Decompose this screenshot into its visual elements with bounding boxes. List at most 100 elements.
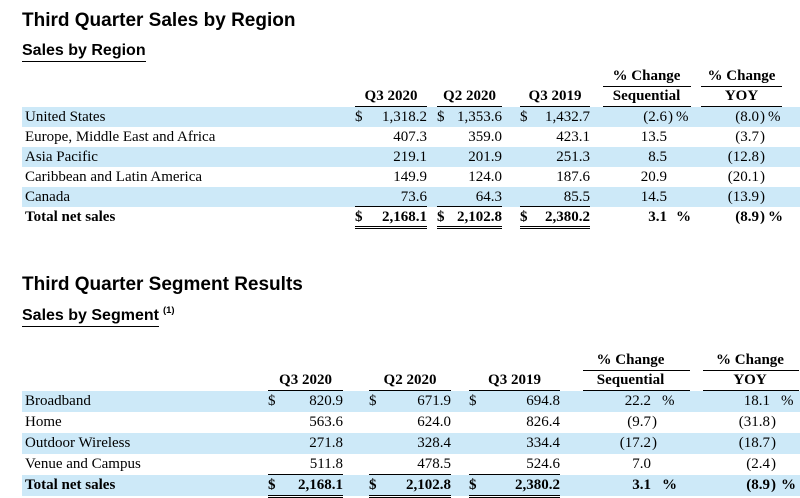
percent-sign	[676, 167, 690, 187]
money-value: 124.0	[468, 169, 502, 186]
closing-paren	[651, 475, 662, 496]
dollar-sign: $	[355, 109, 363, 126]
pct-cell-sequential: 8.5	[603, 147, 691, 167]
percent-sign: %	[768, 109, 781, 126]
dollar-sign: $	[268, 392, 276, 409]
closing-paren	[667, 147, 676, 167]
header-col-yoy: YOY	[701, 87, 782, 108]
money-cell-q3-2020: 511.8	[268, 454, 343, 475]
pct-cell-yoy: (31.8)	[703, 412, 799, 433]
money-value: 563.6	[309, 413, 343, 430]
header-col-sequential: Sequential	[603, 87, 691, 108]
closing-paren: )	[760, 149, 765, 166]
row-label: Asia Pacific	[25, 149, 98, 166]
money-cell-q2-2020: 64.3	[437, 187, 502, 208]
pct-value: (13.9	[727, 189, 759, 206]
money-cell-q3-2020: 407.3	[355, 127, 427, 147]
closing-paren: )	[771, 413, 776, 430]
pct-cell-yoy: (20.1)	[701, 167, 782, 187]
header-spacer	[22, 87, 355, 107]
money-value: 524.6	[526, 455, 560, 472]
pct-cell-yoy: 18.1%	[703, 391, 799, 412]
table-row: Caribbean and Latin America 149.9 124.0 …	[22, 167, 800, 187]
pct-value: 3.1	[648, 209, 667, 226]
pct-value: 14.5	[640, 189, 667, 206]
closing-paren: )	[652, 434, 657, 451]
header-col-q3-2019: Q3 2019	[520, 87, 590, 108]
section-subtitle-row: Sales by Segment (1)	[22, 302, 800, 327]
pct-value: (12.8	[727, 149, 759, 166]
money-value: 1,318.2	[382, 109, 427, 126]
header-spacer	[520, 67, 590, 87]
percent-sign	[662, 454, 678, 475]
money-cell-q3-2019: $694.8	[469, 391, 560, 412]
pct-value: 22.2	[624, 392, 651, 409]
header-pct-change-sequential: % Change	[583, 351, 690, 371]
money-cell-q3-2020: 219.1	[355, 147, 427, 167]
pct-value: (2.6	[643, 109, 667, 126]
row-label: Total net sales	[25, 476, 116, 493]
pct-cell-yoy: (8.9)%	[703, 475, 799, 496]
dollar-sign: $	[520, 109, 528, 126]
table-row: Asia Pacific 219.1 201.9 251.3 8.5 (12.8…	[22, 147, 800, 168]
pct-value: (8.9	[735, 209, 759, 226]
money-value: 624.0	[417, 413, 451, 430]
money-cell-q2-2020: 359.0	[437, 127, 502, 147]
header-col-q3-2019: Q3 2019	[469, 371, 560, 391]
money-cell-q3-2019: 334.4	[469, 433, 560, 454]
pct-value: 18.1	[743, 392, 770, 409]
closing-paren: )	[652, 413, 657, 430]
closing-paren	[667, 207, 676, 227]
header-spacer	[22, 351, 268, 371]
pct-value: 7.0	[632, 455, 651, 472]
money-cell-q2-2020: $2,102.8	[437, 207, 502, 230]
table-row: Broadband $820.9 $671.9 $694.8 22.2% 18.…	[22, 390, 800, 412]
section-subtitle: Sales by Region	[22, 42, 146, 63]
closing-paren: )	[771, 455, 776, 472]
dollar-sign: $	[469, 476, 477, 493]
money-value: 2,102.8	[406, 476, 451, 493]
money-value: 1,432.7	[545, 109, 590, 126]
pct-cell-yoy: (8.9)%	[701, 207, 783, 227]
percent-sign: %	[662, 392, 675, 409]
money-cell-q2-2020: $2,102.8	[369, 475, 451, 498]
money-value: 478.5	[417, 455, 451, 472]
pct-cell-yoy: (8.0)%	[701, 107, 782, 127]
money-cell-q3-2019: 85.5	[520, 187, 590, 208]
pct-value: 20.9	[640, 169, 667, 186]
money-value: 826.4	[526, 413, 560, 430]
table-row: Canada 73.6 64.3 85.5 14.5 (13.9)	[22, 187, 800, 208]
money-cell-q3-2019: 187.6	[520, 167, 590, 187]
money-cell-q2-2020: 328.4	[369, 433, 451, 454]
money-value: 73.6	[400, 189, 427, 206]
percent-sign	[781, 433, 797, 454]
dollar-sign: $	[520, 209, 528, 226]
pct-cell-sequential: (2.6)%	[603, 107, 691, 127]
closing-paren	[651, 454, 662, 475]
table-header-row-periods: Q3 2020 Q2 2020 Q3 2019 Sequential YOY	[22, 87, 800, 108]
row-label: Outdoor Wireless	[25, 434, 131, 451]
money-value: 334.4	[526, 434, 560, 451]
money-cell-q2-2020: 124.0	[437, 167, 502, 187]
money-value: 251.3	[556, 149, 590, 166]
header-col-yoy: YOY	[703, 371, 799, 391]
money-value: 328.4	[417, 434, 451, 451]
footnote-reference: (1)	[162, 305, 175, 317]
dollar-sign: $	[355, 209, 363, 226]
section-title: Third Quarter Segment Results	[22, 274, 303, 296]
closing-paren: )	[668, 109, 673, 126]
dollar-sign: $	[369, 476, 377, 493]
percent-sign: %	[781, 476, 796, 493]
money-value: 2,380.2	[545, 209, 590, 226]
money-cell-q3-2020: $2,168.1	[355, 207, 427, 230]
pct-value: (8.0	[735, 109, 759, 126]
money-value: 2,168.1	[298, 476, 343, 493]
percent-sign	[768, 147, 782, 167]
pct-value: (20.1	[727, 169, 759, 186]
table-row: Venue and Campus 511.8 478.5 524.6 7.0 (…	[22, 454, 800, 475]
money-cell-q3-2019: $1,432.7	[520, 107, 590, 127]
table-row: United States $1,318.2 $1,353.6 $1,432.7…	[22, 107, 800, 128]
money-cell-q2-2020: 478.5	[369, 454, 451, 475]
closing-paren: )	[760, 129, 765, 146]
dollar-sign: $	[437, 109, 445, 126]
